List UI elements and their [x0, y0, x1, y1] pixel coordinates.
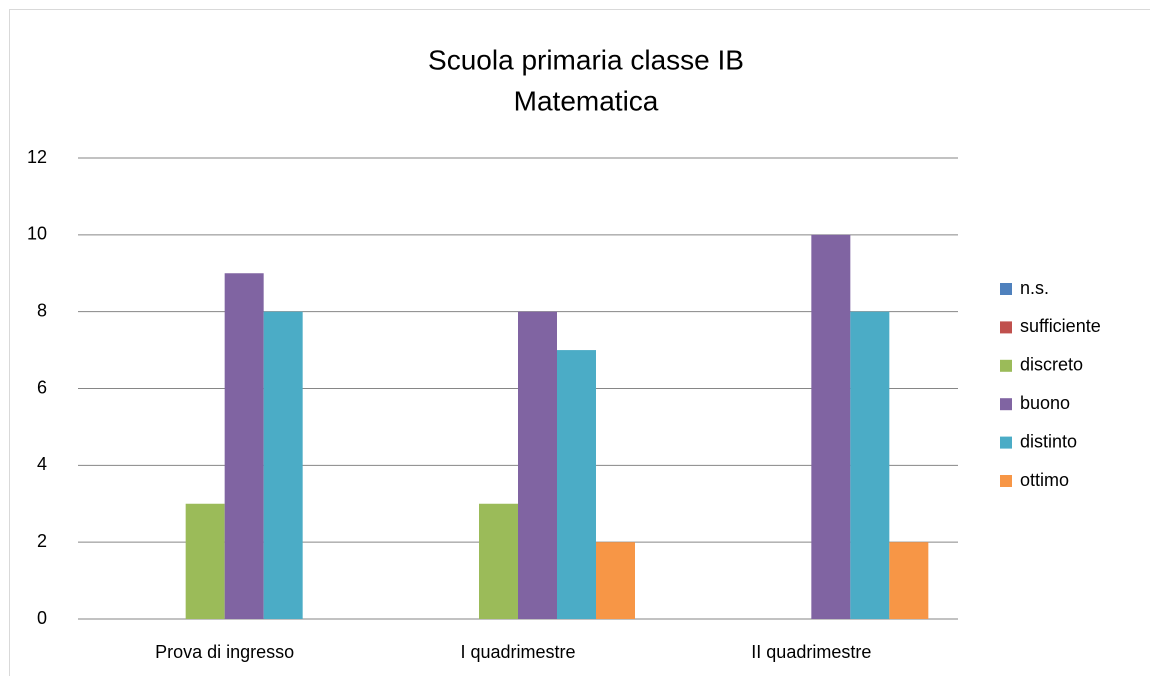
legend-swatch	[1000, 359, 1012, 372]
bar	[263, 311, 303, 619]
y-tick-label: 4	[37, 454, 47, 474]
legend-swatch	[1000, 321, 1012, 334]
bar	[518, 311, 557, 619]
bar	[185, 503, 225, 619]
x-tick-label: II quadrimestre	[751, 642, 871, 662]
legend-swatch	[1000, 283, 1012, 295]
legend-swatch	[1000, 436, 1012, 449]
legend-swatch	[1000, 398, 1012, 411]
bar	[557, 350, 596, 619]
y-tick-label: 10	[27, 224, 47, 244]
y-tick-label: 8	[37, 300, 47, 320]
bar	[850, 311, 890, 619]
y-tick-label: 6	[37, 377, 47, 397]
bar	[889, 542, 929, 619]
chart-frame	[9, 9, 1150, 676]
y-tick-label: 12	[27, 147, 47, 167]
legend-label: sufficiente	[1020, 316, 1101, 336]
bar	[596, 542, 635, 619]
chart-subtitle: Matematica	[514, 85, 659, 116]
bar	[224, 273, 264, 619]
legend-label: distinto	[1020, 431, 1077, 451]
bar	[479, 503, 518, 619]
legend-swatch	[1000, 475, 1012, 487]
legend-label: buono	[1020, 393, 1070, 413]
chart-title: Scuola primaria classe IB	[428, 44, 744, 75]
legend-label: n.s.	[1020, 278, 1049, 298]
y-tick-label: 2	[37, 531, 47, 551]
legend-label: discreto	[1020, 355, 1083, 375]
y-tick-label: 0	[37, 608, 47, 628]
legend-label: ottimo	[1020, 470, 1069, 490]
x-tick-label: Prova di ingresso	[155, 642, 294, 662]
bar	[811, 234, 851, 620]
x-tick-label: I quadrimestre	[460, 642, 575, 662]
